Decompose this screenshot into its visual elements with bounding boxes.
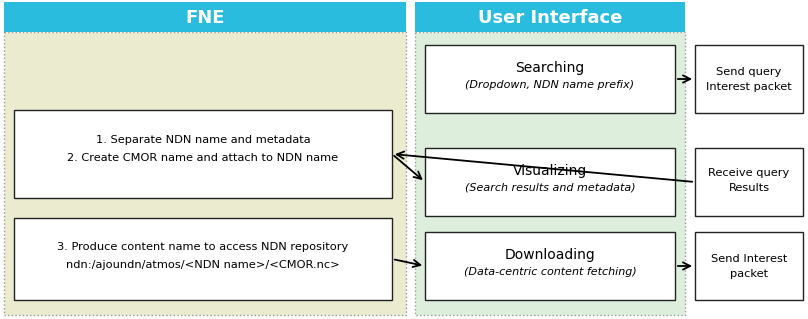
Bar [4, 2, 406, 32]
Text: Results: Results [729, 183, 769, 193]
Bar [695, 148, 803, 216]
Text: 1. Separate NDN name and metadata: 1. Separate NDN name and metadata [95, 135, 310, 145]
Text: 3. Produce content name to access NDN repository: 3. Produce content name to access NDN re… [57, 242, 348, 252]
Bar [415, 32, 685, 315]
Bar [415, 2, 685, 32]
Text: Send query: Send query [717, 67, 781, 77]
Text: User Interface: User Interface [478, 9, 622, 27]
Bar [425, 45, 675, 113]
Text: ndn:/ajoundn/atmos/<NDN name>/<CMOR.nc>: ndn:/ajoundn/atmos/<NDN name>/<CMOR.nc> [66, 260, 340, 270]
Text: Downloading: Downloading [505, 248, 595, 262]
Bar [425, 232, 675, 300]
Text: Visualizing: Visualizing [513, 164, 587, 178]
Text: Searching: Searching [516, 61, 585, 75]
Bar [425, 148, 675, 216]
Bar [14, 218, 392, 300]
Text: Interest packet: Interest packet [706, 82, 792, 92]
Bar [695, 45, 803, 113]
Text: FNE: FNE [185, 9, 225, 27]
Text: packet: packet [730, 269, 768, 279]
Bar [14, 110, 392, 198]
Text: (Data-centric content fetching): (Data-centric content fetching) [464, 267, 637, 277]
Bar [695, 232, 803, 300]
Text: (Search results and metadata): (Search results and metadata) [465, 183, 635, 193]
Text: (Dropdown, NDN name prefix): (Dropdown, NDN name prefix) [465, 80, 634, 90]
Text: 2. Create CMOR name and attach to NDN name: 2. Create CMOR name and attach to NDN na… [67, 153, 339, 163]
Text: Receive query: Receive query [709, 168, 789, 178]
Bar [4, 32, 406, 315]
Text: Send Interest: Send Interest [711, 254, 787, 264]
